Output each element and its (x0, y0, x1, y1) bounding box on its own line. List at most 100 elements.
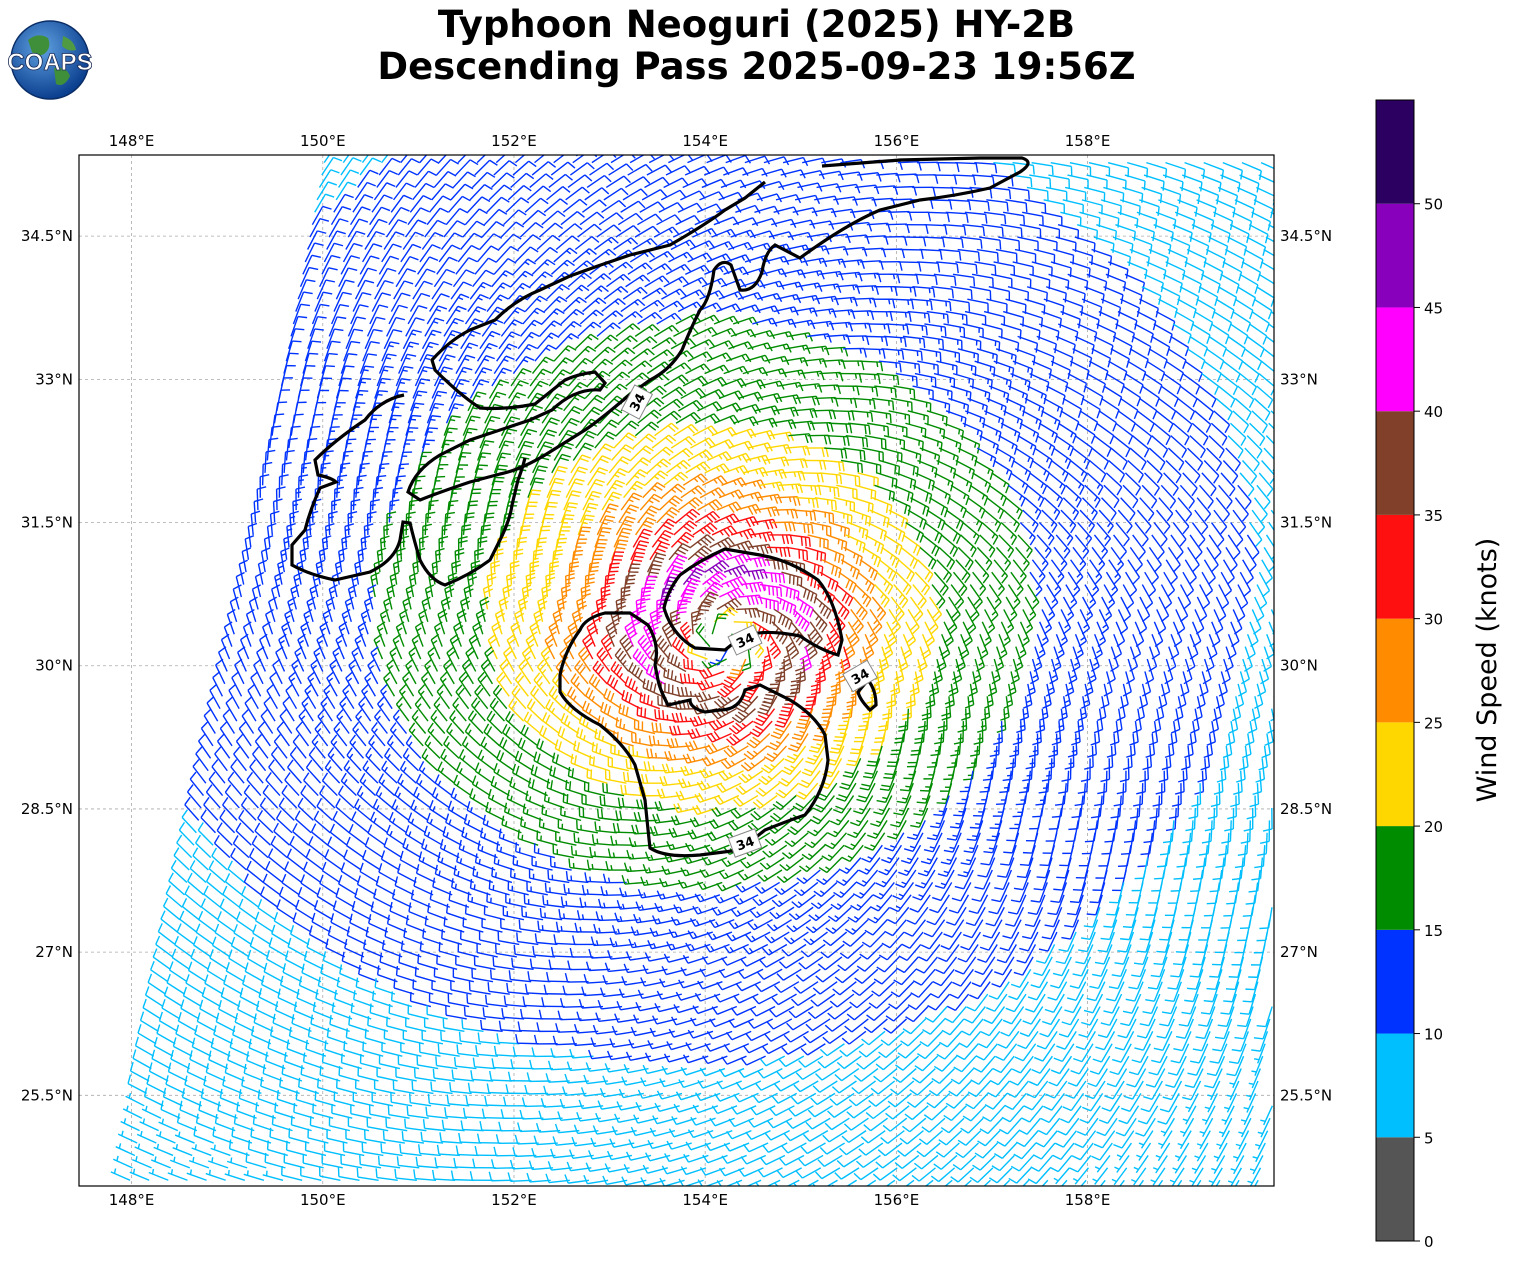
wind-barb (395, 268, 417, 288)
wind-barb (967, 199, 990, 212)
wind-barb (531, 161, 557, 176)
wind-barb (405, 219, 427, 238)
wind-barb (986, 199, 1009, 212)
wind-barb (993, 261, 1016, 276)
wind-barb (400, 243, 422, 263)
wind-barb (306, 230, 327, 250)
wind-barb (428, 195, 452, 213)
wind-barb (912, 286, 936, 298)
wind-barb (431, 281, 453, 300)
wind-barb (536, 234, 561, 251)
wind-barb (541, 210, 566, 226)
wind-barb (919, 248, 943, 260)
wind-barb (649, 250, 675, 263)
wind-barb (436, 256, 458, 275)
colorbar-swatch (1376, 203, 1414, 308)
wind-barb (797, 282, 823, 292)
wind-barb (393, 280, 414, 300)
wind-barb (493, 258, 517, 275)
wind-barb (1024, 199, 1047, 213)
wind-barb (907, 211, 932, 222)
wind-barb (488, 282, 512, 300)
wind-barb (491, 172, 515, 188)
wind-barb (1244, 248, 1264, 269)
wind-barb (1005, 199, 1028, 213)
wind-barb (1184, 161, 1206, 179)
wind-barb (409, 195, 432, 213)
wind-barb (680, 190, 706, 201)
wind-barb (503, 209, 527, 226)
wind-barb (1108, 261, 1129, 279)
wind-barb (342, 155, 350, 164)
wind-barb (917, 261, 941, 273)
wind-barb (1184, 261, 1205, 281)
title-line-pass: Descending Pass 2025-09-23 19:56Z (377, 45, 1136, 88)
wind-barb (816, 283, 842, 293)
wind-barb (596, 224, 622, 238)
lat-tick-label-right: 25.5°N (1280, 1086, 1332, 1104)
lat-tick-label-left: 25.5°N (21, 1086, 73, 1104)
wind-barb (335, 181, 357, 201)
wind-barb (893, 286, 917, 297)
wind-barb (565, 284, 590, 300)
lon-tick-label-bottom: 148°E (109, 1191, 155, 1209)
wind-barb (625, 274, 651, 288)
wind-barb (1165, 161, 1187, 179)
wind-barb (498, 233, 522, 250)
wind-barb (991, 273, 1013, 288)
wind-barb (347, 218, 369, 238)
colorbar-swatch (1376, 411, 1414, 515)
wind-barb (682, 276, 709, 288)
wind-barb (589, 162, 615, 176)
wind-barb (1155, 211, 1177, 229)
wind-barb (359, 157, 382, 176)
wind-barb (603, 187, 629, 201)
colorbar-title: Wind Speed (knots) (1472, 538, 1503, 803)
wind-barb (378, 255, 400, 275)
wind-barb (1036, 236, 1058, 252)
wind-barb (354, 181, 376, 201)
wind-barb (598, 212, 624, 226)
wind-barb (1091, 248, 1113, 266)
wind-barb (550, 259, 575, 275)
wind-barb (1115, 224, 1136, 241)
wind-barb (457, 244, 480, 263)
wind-barb (558, 223, 583, 238)
wind-barb (402, 231, 424, 250)
wind-barb (433, 171, 457, 188)
wind-barb (562, 198, 588, 213)
wind-barb (1225, 248, 1245, 269)
lat-tick-label-left: 34.5°N (21, 227, 73, 245)
lat-tick-label-left: 31.5°N (21, 514, 73, 532)
wind-barb (1048, 174, 1070, 189)
wind-barb (579, 211, 605, 226)
lat-tick-label-left: 30°N (35, 657, 73, 675)
wind-barb (1260, 161, 1274, 170)
colorbar-tick-label: 25 (1424, 714, 1443, 732)
wind-barb (1022, 211, 1044, 226)
wind-barb (976, 248, 999, 263)
wind-barb (495, 245, 519, 263)
wind-barb (627, 163, 653, 176)
wind-barb (761, 168, 787, 178)
lon-tick-label-bottom: 154°E (682, 1191, 728, 1209)
wind-barb (1263, 248, 1274, 257)
wind-barb (340, 157, 362, 176)
lat-tick-label-right: 31.5°N (1280, 514, 1332, 532)
wind-barb (1112, 236, 1134, 254)
wind-barb (1182, 273, 1202, 293)
wind-barb (897, 261, 922, 272)
wind-barb (546, 283, 570, 300)
wind-barb (316, 181, 338, 201)
wind-barb (888, 210, 913, 221)
colorbar-swatch (1376, 1033, 1414, 1138)
wind-barb (560, 211, 585, 226)
colorbar-swatch (1376, 618, 1414, 723)
wind-barb (665, 165, 692, 176)
wind-barb (1139, 199, 1160, 216)
wind-barb (814, 295, 840, 306)
wind-barb (601, 199, 627, 213)
wind-barb (340, 255, 361, 275)
wind-barb (373, 182, 396, 201)
